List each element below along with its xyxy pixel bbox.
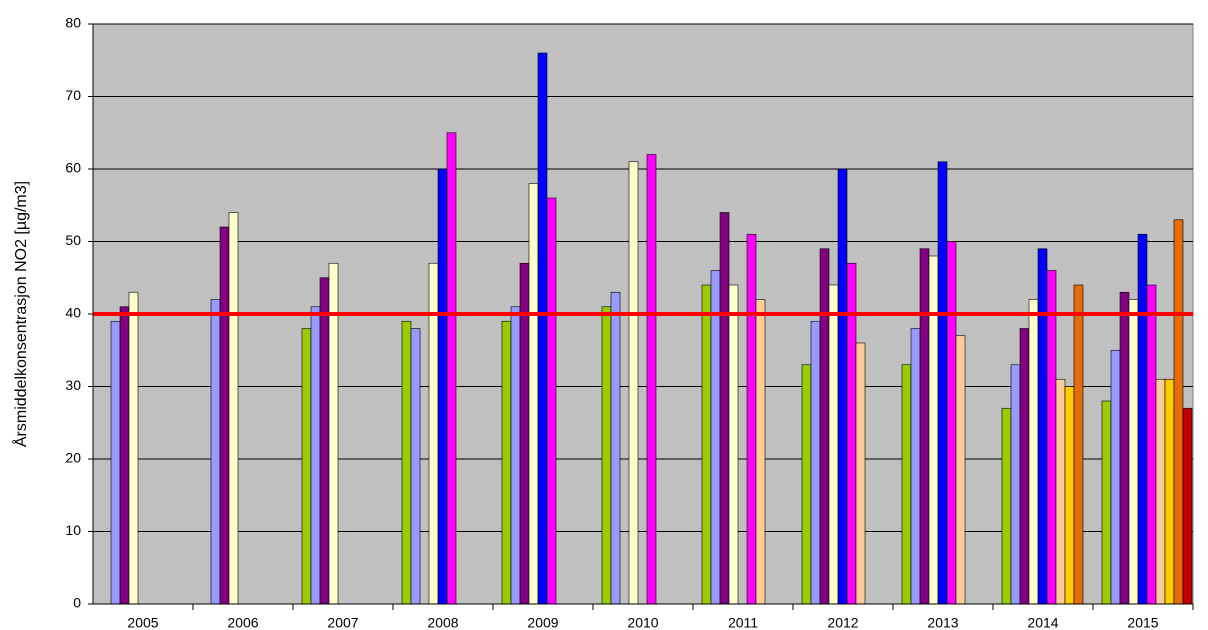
bar — [310, 306, 321, 605]
bar — [1155, 378, 1166, 605]
y-tick-label: 10 — [65, 522, 81, 538]
bar — [110, 320, 121, 605]
x-tick-label: 2006 — [227, 615, 258, 630]
bar — [819, 248, 830, 605]
bar — [537, 52, 548, 605]
x-tick-label: 2007 — [327, 615, 358, 630]
y-tick-label: 40 — [65, 305, 81, 321]
bar — [1028, 299, 1039, 605]
bar — [228, 212, 239, 605]
bar — [1128, 299, 1139, 605]
bar — [610, 291, 621, 605]
bar — [1119, 291, 1130, 605]
bar — [601, 306, 612, 605]
y-axis-label: Årsmiddelkonsentrasjon NO2 [µg/m3] — [11, 181, 30, 447]
x-tick-label: 2015 — [1127, 615, 1158, 630]
bar — [755, 299, 766, 605]
bar — [1010, 364, 1021, 605]
y-tick-label: 70 — [65, 87, 81, 103]
bar — [401, 320, 412, 605]
y-tick-label: 50 — [65, 232, 81, 248]
bar — [719, 212, 730, 605]
bar — [728, 284, 739, 605]
bar — [1064, 386, 1075, 605]
bar — [746, 233, 757, 605]
x-tick-label: 2013 — [927, 615, 958, 630]
bar — [319, 277, 330, 605]
bar — [646, 154, 657, 605]
y-tick-label: 80 — [65, 15, 81, 31]
x-tick-label: 2011 — [728, 615, 758, 630]
bar — [855, 342, 866, 605]
bar — [955, 335, 966, 605]
bar — [1110, 349, 1121, 605]
bar — [801, 364, 812, 605]
bar — [1182, 407, 1193, 605]
bar — [837, 168, 848, 605]
bar — [1019, 328, 1030, 605]
bar — [1037, 248, 1048, 605]
bar — [919, 248, 930, 605]
bar — [410, 328, 421, 605]
bar — [210, 299, 221, 605]
y-tick-label: 60 — [65, 160, 81, 176]
bar — [128, 291, 139, 605]
bar — [1173, 219, 1184, 605]
bar — [301, 328, 312, 605]
bar — [546, 197, 557, 605]
bar — [219, 226, 230, 605]
bar — [910, 328, 921, 605]
x-tick-label: 2012 — [827, 615, 858, 630]
bar — [1001, 407, 1012, 605]
y-tick-label: 0 — [73, 595, 81, 611]
bar — [119, 306, 130, 605]
bar — [946, 241, 957, 605]
bar — [701, 284, 712, 605]
bar — [710, 270, 721, 605]
bar — [1073, 284, 1084, 605]
bar — [828, 284, 839, 605]
bar — [437, 168, 448, 605]
bar — [901, 364, 912, 605]
bar — [1146, 284, 1157, 605]
x-tick-label: 2008 — [427, 615, 458, 630]
x-tick-label: 2005 — [127, 615, 158, 630]
bar — [510, 306, 521, 605]
x-tick-label: 2014 — [1027, 615, 1058, 630]
bar — [1055, 378, 1066, 605]
x-tick-label: 2009 — [527, 615, 558, 630]
bar — [810, 320, 821, 605]
y-tick-label: 20 — [65, 450, 81, 466]
bar — [446, 132, 457, 605]
bar — [1164, 378, 1175, 605]
bar — [528, 183, 539, 605]
x-tick-label: 2010 — [627, 615, 658, 630]
y-tick-label: 30 — [65, 377, 81, 393]
bar — [1046, 270, 1057, 605]
bar — [937, 161, 948, 605]
bar — [628, 161, 639, 605]
bar — [928, 255, 939, 605]
bar — [1137, 233, 1148, 605]
bar — [501, 320, 512, 605]
bar — [1101, 400, 1112, 605]
